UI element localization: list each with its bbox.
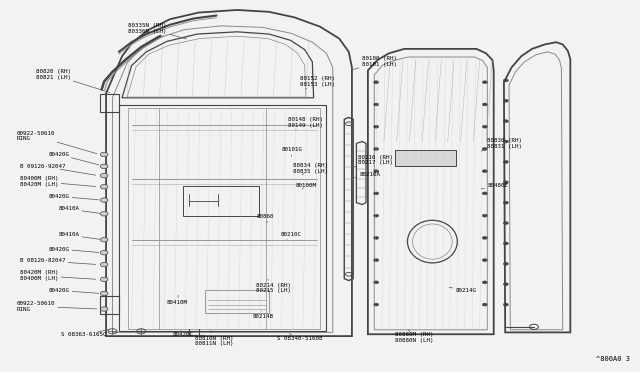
Text: 80410M: 80410M (167, 295, 188, 305)
Circle shape (482, 147, 487, 150)
Text: 80420G: 80420G (49, 247, 99, 253)
Text: 80214B: 80214B (253, 311, 274, 319)
Circle shape (482, 214, 487, 217)
Circle shape (374, 303, 379, 306)
Text: 80214G: 80214G (449, 287, 476, 293)
Circle shape (482, 125, 487, 128)
Circle shape (503, 99, 508, 102)
Circle shape (482, 236, 487, 239)
Text: B 08126-82047: B 08126-82047 (20, 259, 95, 264)
Circle shape (482, 259, 487, 262)
Circle shape (100, 307, 108, 311)
Bar (100, 296, 119, 314)
Text: 80148 (RH)
80149 (LH): 80148 (RH) 80149 (LH) (288, 117, 323, 130)
Circle shape (100, 250, 108, 255)
Text: 80216A: 80216A (353, 171, 381, 178)
Circle shape (503, 283, 508, 286)
Circle shape (503, 222, 508, 225)
Circle shape (374, 170, 379, 173)
Circle shape (100, 198, 108, 202)
Text: 80860: 80860 (256, 214, 274, 222)
Circle shape (503, 242, 508, 245)
Circle shape (374, 214, 379, 217)
Text: 80810N (RH)
80811N (LH): 80810N (RH) 80811N (LH) (195, 331, 234, 346)
Text: 80214 (RH)
80215 (LH): 80214 (RH) 80215 (LH) (256, 279, 291, 293)
Circle shape (374, 259, 379, 262)
Text: 00922-50610
RING: 00922-50610 RING (17, 131, 97, 154)
Circle shape (503, 262, 508, 265)
Text: 80210C: 80210C (280, 232, 301, 240)
Circle shape (503, 303, 508, 306)
Text: S 08363-6165C: S 08363-6165C (61, 329, 109, 337)
Circle shape (482, 170, 487, 173)
Text: 80335N (RH)
80336N (LH): 80335N (RH) 80336N (LH) (129, 23, 186, 39)
Text: 80480E: 80480E (481, 183, 508, 189)
Text: 80420C: 80420C (173, 330, 194, 337)
Circle shape (503, 120, 508, 123)
Text: 80420G: 80420G (49, 288, 99, 293)
Circle shape (503, 201, 508, 204)
Text: 00922-50610
RING: 00922-50610 RING (17, 301, 97, 312)
Bar (100, 94, 119, 112)
Text: 80880M (RH)
80880N (LH): 80880M (RH) 80880N (LH) (396, 330, 434, 343)
Circle shape (374, 192, 379, 195)
Circle shape (503, 140, 508, 143)
Text: 80420G: 80420G (49, 152, 99, 165)
Circle shape (374, 125, 379, 128)
Text: ^800A0 3: ^800A0 3 (596, 356, 630, 362)
Text: 80834 (RH)
80835 (LH): 80834 (RH) 80835 (LH) (293, 163, 328, 175)
Circle shape (482, 303, 487, 306)
Circle shape (374, 147, 379, 150)
Circle shape (100, 164, 108, 169)
Circle shape (100, 262, 108, 267)
Circle shape (374, 81, 379, 84)
Circle shape (374, 281, 379, 284)
Text: 80101G: 80101G (282, 147, 303, 156)
Text: 80100M: 80100M (296, 183, 317, 189)
Text: 80410A: 80410A (58, 232, 100, 239)
Circle shape (503, 79, 508, 82)
Circle shape (100, 291, 108, 296)
Circle shape (100, 277, 108, 282)
Circle shape (100, 237, 108, 242)
Text: 80216 (RH)
80217 (LH): 80216 (RH) 80217 (LH) (353, 155, 394, 167)
Circle shape (482, 103, 487, 106)
Circle shape (482, 81, 487, 84)
Bar (205, 290, 269, 313)
Circle shape (482, 192, 487, 195)
Circle shape (100, 212, 108, 216)
Text: 80152 (RH)
80153 (LH): 80152 (RH) 80153 (LH) (300, 76, 335, 89)
Circle shape (100, 185, 108, 189)
Text: 80410A: 80410A (58, 206, 100, 214)
Circle shape (503, 160, 508, 163)
Bar (396, 150, 456, 166)
Text: 80420G: 80420G (49, 194, 99, 200)
Circle shape (100, 152, 108, 157)
Circle shape (100, 173, 108, 178)
Text: 80400M (RH)
80420M (LH): 80400M (RH) 80420M (LH) (20, 176, 95, 187)
Text: B 09126-92047: B 09126-92047 (20, 164, 95, 175)
Text: S 08340-51608: S 08340-51608 (276, 334, 322, 341)
Circle shape (482, 281, 487, 284)
Bar (182, 186, 259, 216)
Text: 80820 (RH)
80821 (LH): 80820 (RH) 80821 (LH) (36, 70, 110, 93)
Circle shape (503, 181, 508, 184)
Text: 80830 (RH)
80831 (LH): 80830 (RH) 80831 (LH) (481, 138, 522, 151)
Text: 80100 (RH)
80101 (LH): 80100 (RH) 80101 (LH) (353, 57, 397, 70)
Circle shape (374, 103, 379, 106)
Circle shape (374, 236, 379, 239)
Text: 80420M (RH)
80400M (LH): 80420M (RH) 80400M (LH) (20, 270, 95, 281)
